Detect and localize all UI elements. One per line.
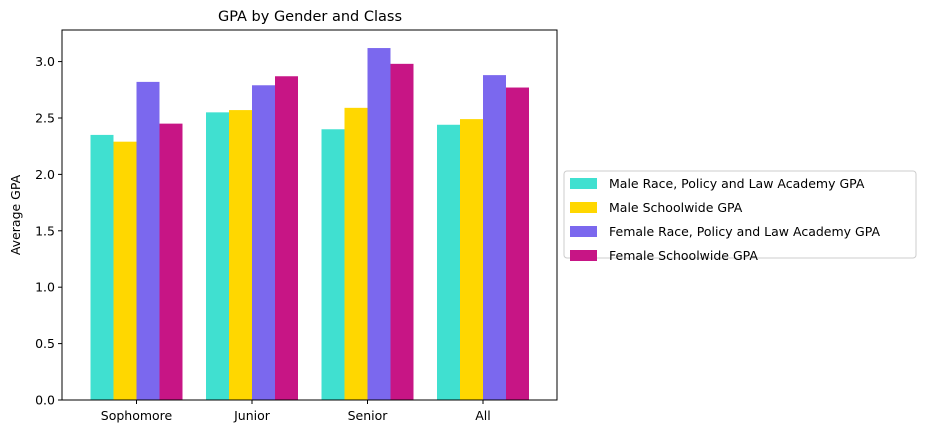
bar-sophomore-series-3 (136, 81, 160, 400)
bar-all-series-4 (506, 87, 529, 400)
bar-junior-series-3 (252, 85, 275, 401)
bar-sophomore-series-1 (90, 134, 114, 400)
y-tick-label: 2.5 (35, 110, 55, 125)
legend-label: Female Race, Policy and Law Academy GPA (609, 224, 880, 239)
legend-label: Male Schoolwide GPA (609, 200, 743, 215)
legend-label: Female Schoolwide GPA (609, 248, 758, 263)
y-tick-label: 0.5 (35, 336, 55, 351)
x-tick-label: Sophomore (101, 408, 173, 423)
bar-junior-series-4 (275, 76, 298, 400)
bar-junior-series-2 (229, 110, 252, 400)
legend-swatch (570, 226, 597, 237)
bar-senior-series-4 (390, 63, 414, 401)
y-axis-label: Average GPA (8, 174, 23, 255)
bar-all-series-2 (460, 119, 483, 401)
bar-senior-series-2 (344, 107, 368, 400)
y-tick-label: 1.0 (35, 280, 55, 295)
x-tick-label: Junior (233, 408, 271, 423)
bar-all-series-3 (483, 75, 506, 401)
chart-title: GPA by Gender and Class (218, 9, 402, 25)
y-ticks: 0.0 0.5 1.0 1.5 2.0 2.5 3.0 (35, 54, 62, 408)
legend-swatch (570, 250, 597, 261)
bar-senior-series-1 (321, 129, 345, 400)
legend-swatch (570, 178, 597, 189)
legend-box (563, 170, 917, 259)
bar-sophomore-series-4 (159, 123, 183, 400)
x-tick-label: All (475, 408, 491, 423)
y-tick-label: 2.0 (35, 167, 55, 182)
bar-sophomore-series-2 (113, 141, 137, 400)
bar-senior-series-3 (367, 48, 391, 401)
bar-junior-series-1 (206, 112, 229, 400)
legend: Male Race, Policy and Law Academy GPA Mal… (563, 170, 917, 263)
plot-frame (61, 29, 558, 401)
legend-swatch (570, 202, 597, 213)
x-tick-label: Senior (348, 408, 389, 423)
bar-all-series-1 (437, 124, 460, 400)
x-ticks: Sophomore Junior Senior All (101, 400, 491, 423)
legend-label: Male Race, Policy and Law Academy GPA (609, 176, 865, 191)
y-tick-label: 3.0 (35, 54, 55, 69)
y-tick-label: 1.5 (35, 223, 55, 238)
bars-group (90, 48, 529, 401)
y-tick-label: 0.0 (35, 393, 55, 408)
